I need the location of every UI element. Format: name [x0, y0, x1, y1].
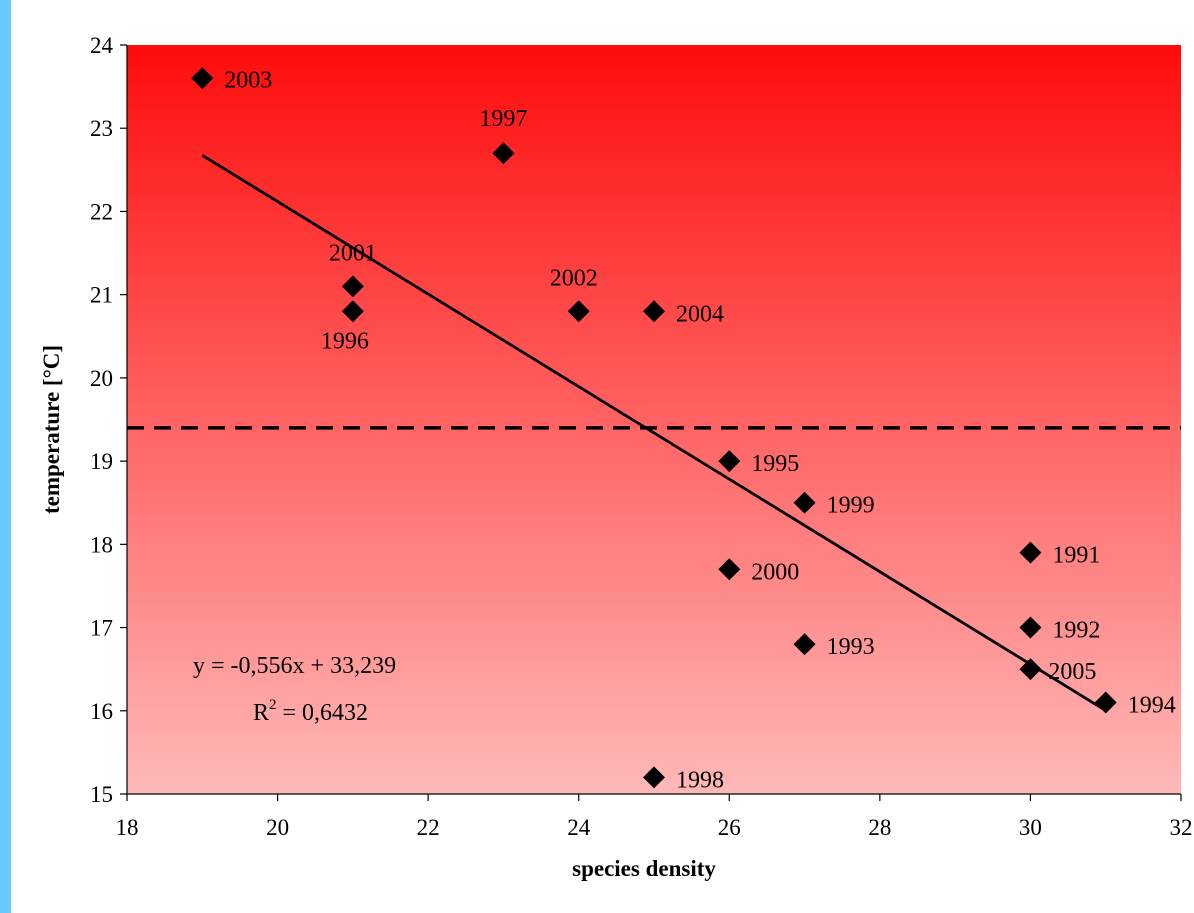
point-label: 1995: [751, 451, 799, 477]
point-label: 1997: [479, 106, 527, 132]
point-label: 1993: [827, 634, 875, 660]
point-label: 1996: [321, 328, 369, 354]
data-point: [793, 633, 816, 656]
data-point: [1019, 658, 1042, 681]
y-tick-label: 23: [90, 116, 113, 141]
data-point: [1019, 541, 1042, 564]
data-point: [718, 450, 741, 473]
point-label: 2000: [751, 559, 799, 585]
point-label: 1992: [1052, 618, 1100, 644]
data-point: [643, 766, 665, 789]
data-point: [1094, 691, 1117, 714]
x-tick-label: 20: [266, 815, 289, 840]
point-label: 1998: [676, 767, 724, 793]
data-point: [643, 300, 665, 323]
data-point: [567, 300, 590, 323]
point-label: 2003: [224, 67, 272, 93]
y-tick-label: 18: [90, 532, 113, 557]
point-label: 1991: [1052, 543, 1100, 569]
y-tick-label: 16: [90, 699, 113, 724]
scatter-chart: 15 16 17 18 19 20 21 22 23 24 18 20 22 24 26 28 30 32 200…: [39, 33, 1193, 881]
point-label: 2002: [550, 265, 598, 291]
data-point: [1019, 616, 1042, 639]
data-point: [793, 491, 816, 514]
y-axis-title: temperature [°C]: [39, 345, 64, 514]
y-tick-label: 19: [90, 449, 113, 474]
x-tick-label: 18: [116, 815, 139, 840]
x-tick-label: 24: [567, 815, 591, 840]
x-tick-label: 26: [718, 815, 741, 840]
data-point: [191, 67, 214, 90]
chart-frame: 15 16 17 18 19 20 21 22 23 24 18 20 22 24 26 28 30 32 200…: [11, 0, 1194, 913]
x-tick-label: 32: [1170, 815, 1193, 840]
plot-area: [127, 45, 1181, 794]
r-squared-label: R2 = 0,6432: [253, 697, 368, 726]
point-label: 1994: [1128, 692, 1176, 718]
point-label: 1999: [827, 493, 875, 519]
data-point: [492, 142, 515, 165]
y-tick-label: 15: [90, 782, 113, 807]
x-axis-title: species density: [572, 856, 716, 881]
point-label: 2001: [329, 240, 377, 266]
y-tick-label: 22: [90, 199, 113, 224]
trendline-equation: y = -0,556x + 33,239: [193, 653, 396, 679]
y-tick-label: 20: [90, 366, 113, 391]
point-label: 2005: [1048, 659, 1096, 685]
point-label: 2004: [676, 301, 724, 327]
data-point: [341, 300, 364, 323]
data-point: [341, 275, 364, 298]
y-tick-label: 21: [90, 283, 113, 308]
y-tick-label: 24: [90, 33, 114, 58]
x-tick-label: 28: [868, 815, 891, 840]
x-tick-label: 30: [1019, 815, 1042, 840]
trendline: [201, 154, 1107, 712]
data-point: [718, 558, 741, 581]
y-tick-label: 17: [90, 616, 113, 641]
x-tick-label: 22: [417, 815, 440, 840]
